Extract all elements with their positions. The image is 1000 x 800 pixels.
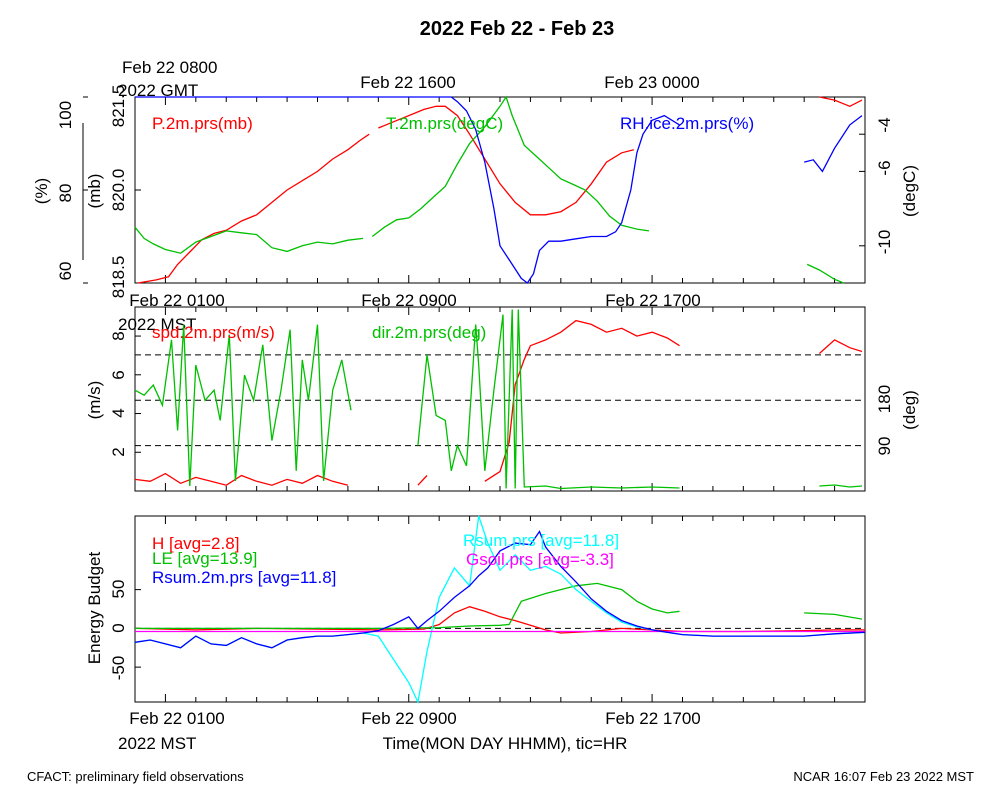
x-axis-title: Time(MON DAY HHMM), tic=HR [383,734,628,753]
series-line-t-2m-prs-degc- [134,226,364,254]
legend-t: T.2m.prs(degC) [386,114,503,133]
series-line-spd-2m-prs-m-s- [818,339,863,354]
bottom-axis-tick-label: Feb 22 0100 [129,709,224,728]
wind-panel [134,306,866,492]
bottom-axis-tick-label: Feb 22 1700 [605,709,700,728]
mid-axis-tick-label: Feb 22 1700 [605,291,700,310]
p-tick-label: 821.5 [109,85,128,128]
series-line-le [135,582,680,630]
energy-panel [134,515,866,705]
spd-tick-label: 8 [109,331,128,340]
series-line-rsum-2m-prs [134,530,866,649]
series-line-t-2m-prs-degc- [371,95,650,238]
energy-axis-title: Energy Budget [85,551,104,664]
t-tick-label: -4 [875,117,894,132]
series-line-p-2m-prs-mb- [137,133,370,284]
top-axis-tick-label: Feb 22 1600 [360,73,455,92]
bottom-axis-year-label: 2022 MST [118,734,196,753]
energy-tick-label: -50 [109,656,128,681]
legend-gsoil: Gsoil.prs [avg=-3.3] [466,550,614,569]
spd-tick-label: 4 [109,408,128,417]
mid-axis-year-label: 2022 MST [118,315,196,334]
series-line-dir-2m-prs-deg- [134,324,352,487]
p-tick-label: 820.0 [109,169,128,212]
p-axis-title: (mb) [85,174,104,209]
energy-tick-label: 0 [109,623,128,632]
rh-axis-title: (%) [32,178,51,204]
legend-rh: RH.ice.2m.prs(%) [620,114,754,133]
legend-le: LE [avg=13.9] [152,549,257,568]
legend-rsum: Rsum.prs [avg=11.8] [463,531,619,550]
mid-axis-tick-label: Feb 22 0900 [361,291,456,310]
t-tick-label: -10 [875,230,894,255]
series-line-rh-ice-2m-prs- [135,96,680,284]
rh-tick-label: 80 [56,184,75,203]
series-line-p-2m-prs-mb- [819,96,863,108]
series-line-h [134,606,865,634]
legend-rsum-2m: Rsum.2m.prs [avg=11.8] [152,568,336,587]
dir-tick-label: 90 [875,437,894,456]
spd-tick-label: 2 [109,447,128,456]
energy-tick-label: 50 [109,580,128,599]
top-axis-tick-label: Feb 23 0000 [604,73,699,92]
footer-left: CFACT: preliminary field observations [27,769,244,784]
spd-tick-label: 6 [109,370,128,379]
p-tick-label: 818.5 [109,256,128,299]
dir-tick-label: 180 [875,385,894,413]
series-line-rh-ice-2m-prs- [804,115,863,173]
legend-p: P.2m.prs(mb) [152,114,253,133]
top-axis-label-line1: Feb 22 0800 [122,58,217,77]
top-axis-label-line2: 2022 GMT [118,81,198,100]
series-line-spd-2m-prs-m-s- [484,319,680,482]
legend-spd: spd.2m.prs(m/s) [152,323,275,342]
legend-h: H [avg=2.8] [152,534,239,553]
thermo-panel [82,95,866,284]
rh-tick-label: 60 [56,262,75,281]
series-line-dir-2m-prs-deg- [417,309,680,490]
chart-title: 2022 Feb 22 - Feb 23 [420,18,615,40]
t-axis-title: (degC) [900,165,919,217]
mid-axis-tick-label: Feb 22 0100 [129,291,224,310]
series-line-dir-2m-prs-deg- [819,484,863,488]
series-line-p-2m-prs-mb- [378,105,634,216]
rh-tick-label: 100 [56,101,75,129]
series-line-spd-2m-prs-m-s- [417,475,428,486]
series-line-t-2m-prs-degc- [806,263,844,284]
footer-right: NCAR 16:07 Feb 23 2022 MST [793,769,974,784]
series-line-le [804,612,863,620]
legend-dir: dir.2m.prs(deg) [372,323,486,342]
series-line-spd-2m-prs-m-s- [134,472,349,486]
spd-axis-title: (m/s) [85,381,104,420]
t-tick-label: -6 [875,160,894,175]
dir-axis-title: (deg) [900,390,919,430]
bottom-axis-tick-label: Feb 22 0900 [361,709,456,728]
